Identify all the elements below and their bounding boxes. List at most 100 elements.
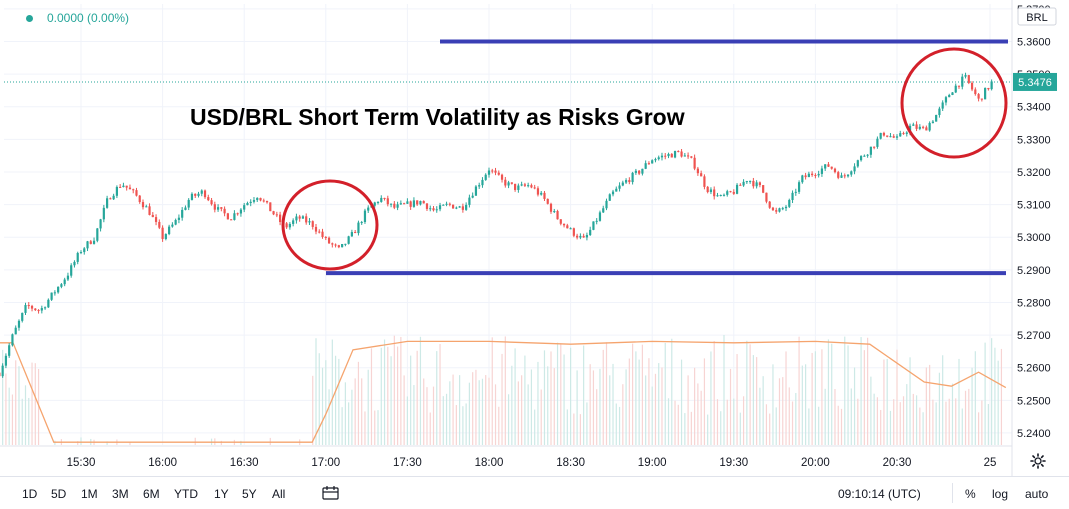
candle [494,167,497,176]
volume-bar [351,389,353,445]
candle [517,183,520,193]
candle [709,187,713,195]
time-tick-label: 25 [984,457,997,469]
price-tick-label: 5.3400 [1017,102,1051,114]
candle [922,125,925,130]
timeframe-ytd[interactable]: YTD [174,487,198,501]
candle [334,243,337,248]
compare-icon[interactable] [322,486,339,501]
volume-bar [791,401,794,445]
chart-title: USD/BRL Short Term Volatility as Risks G… [190,104,685,130]
candle [895,134,899,141]
timeframe-3m[interactable]: 3M [112,487,129,501]
percent-scale-toggle[interactable]: % [965,487,976,501]
candle [43,306,47,310]
volume-bar [534,409,536,445]
candle [99,218,102,232]
candle [651,159,654,164]
volume-bar [530,369,533,445]
volume-bar [465,403,467,445]
timeframe-1y[interactable]: 1Y [214,487,229,501]
volume-bar [478,380,480,445]
candle [223,206,226,217]
candle [471,192,474,199]
candle [977,92,980,102]
volume-bar [818,406,820,445]
candle [948,93,951,98]
volume-bar [374,410,376,445]
volume-bar [697,383,699,445]
candle [957,85,961,89]
candle [840,172,843,179]
volume-bar [788,387,790,445]
gear-icon[interactable] [1030,453,1046,469]
candle [171,222,174,228]
candle [292,218,295,227]
candle [899,130,902,137]
volume-bar [684,413,686,445]
timeframe-all[interactable]: All [272,487,286,501]
volume-bar [935,402,937,445]
candle [902,131,905,135]
volume-bar [416,350,418,445]
price-axis[interactable]: 5.37005.36005.35005.34005.33005.32005.31… [1011,0,1057,476]
volume-bar [844,336,846,445]
volume-bar [909,357,911,445]
volume-bar [850,388,852,445]
volume-bar [501,353,503,445]
utc-clock[interactable]: 09:10:14 (UTC) [838,487,921,501]
candle [693,154,696,171]
volume-bar [367,369,369,445]
volume-bar [462,406,464,445]
volume-bar [769,413,771,445]
candle [27,302,30,309]
timeframe-1m[interactable]: 1M [81,487,98,501]
volume-bar [840,408,843,445]
candle [73,260,76,268]
timeframe-5d[interactable]: 5D [51,487,67,501]
candle [177,214,181,224]
candle [86,240,89,252]
volume-bar [785,351,787,445]
candle [50,292,53,301]
timeframe-1d[interactable]: 1D [22,487,38,501]
candle [14,325,17,335]
timeframe-6m[interactable]: 6M [143,487,160,501]
volume-bar [517,381,519,445]
volume-bar [615,403,617,445]
candle [207,194,210,202]
volume-bar [827,339,830,445]
price-tick-label: 5.3300 [1017,134,1051,146]
candle [510,182,513,185]
volume-bar [772,364,774,445]
volume-bar [37,368,40,445]
candle [425,203,429,211]
volume-bar [334,355,337,445]
candle [376,201,380,205]
candle [461,203,464,213]
volume-bar [596,389,598,445]
candle [243,202,246,213]
candle [687,152,690,159]
candle [700,170,703,177]
volume-bar [579,414,581,445]
time-tick-label: 16:00 [148,457,177,469]
volume-bar [677,404,679,445]
volume-bar [403,375,405,445]
currency-badge[interactable] [1017,7,1057,26]
candle [931,119,934,124]
auto-scale-toggle[interactable]: auto [1025,487,1049,501]
time-axis[interactable]: 15:30 16:00 16:30 17:00 17:30 18:00 18:30 19:00… [0,445,1012,469]
timeframe-5y[interactable]: 5Y [242,487,257,501]
candle [66,272,70,282]
volume-bar [537,361,539,445]
candle [474,185,478,196]
candle [239,208,243,217]
support-resistance-lines [4,39,1012,276]
candle [220,207,223,212]
volume-bar [778,378,781,445]
log-scale-toggle[interactable]: log [992,487,1009,501]
price-tick-label: 5.3100 [1017,200,1051,212]
candle [76,251,79,265]
